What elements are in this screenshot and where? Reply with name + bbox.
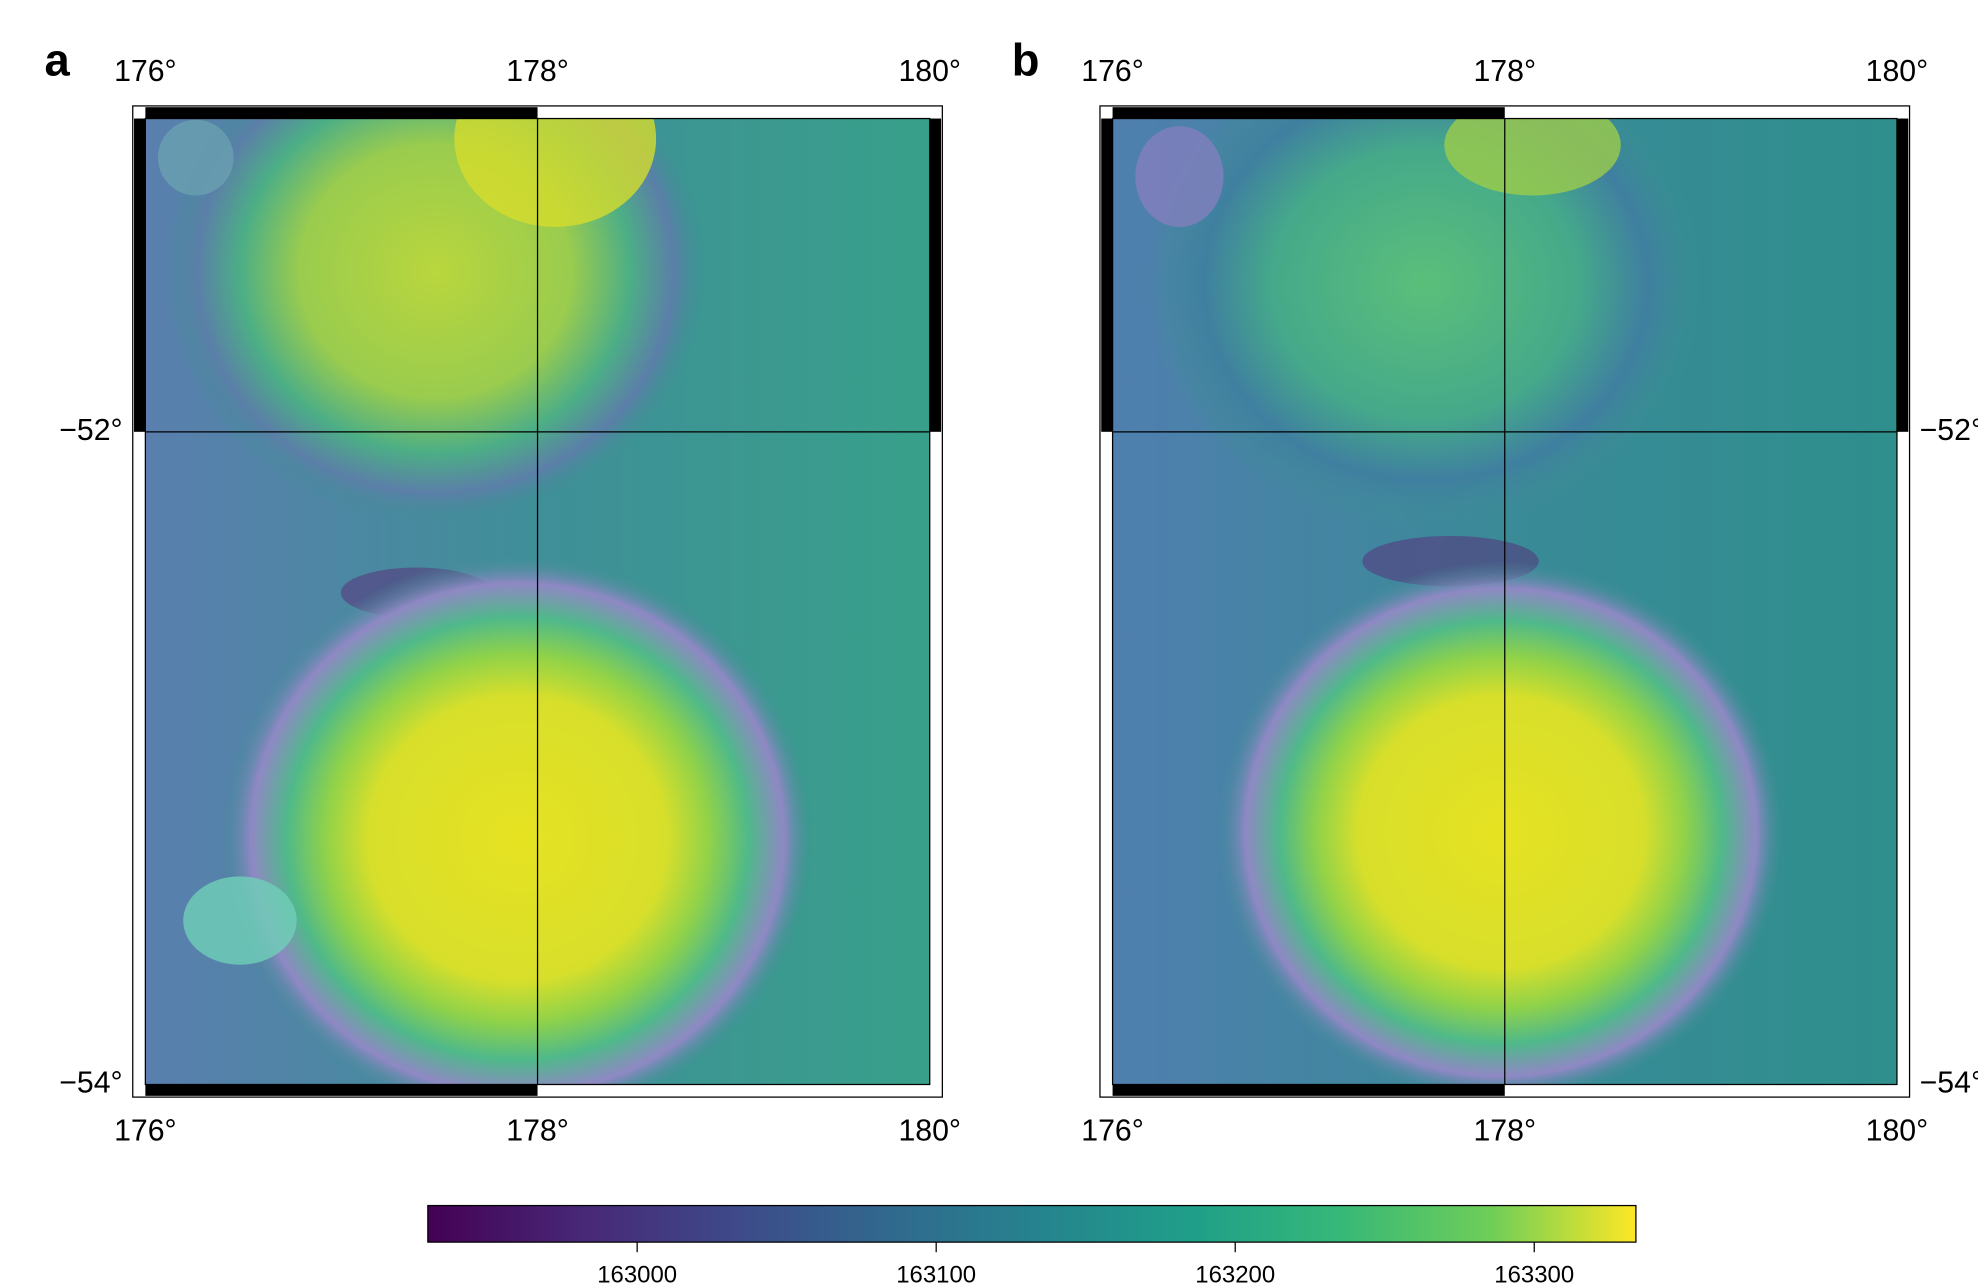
x-tick-label: 180° (898, 1114, 961, 1147)
frame-bar (134, 118, 146, 432)
colorbar-tick-label: 163300 (1494, 1262, 1574, 1285)
x-tick-label: 176° (114, 55, 177, 88)
colorbar (427, 1204, 1637, 1243)
colorbar-ticks: 163000 163100 163200 163300 (597, 1242, 1574, 1285)
x-tick-label: 178° (1473, 55, 1536, 88)
frame-bar (1112, 1084, 1505, 1096)
x-tick-label: 178° (506, 55, 569, 88)
frame-bar (929, 118, 942, 432)
panels: a 176° 176° 178° 178° 180° 180° −52° −54° b 176° 17… (44, 35, 1978, 1148)
panel-label: a (44, 35, 70, 86)
frame-bar (145, 1084, 538, 1096)
map-panel: b 176° 176° 178° 178° 180° 180° −52° −54° (1012, 35, 1978, 1148)
colorbar-tick-label: 163100 (896, 1262, 976, 1285)
y-tick-label: −52° (1920, 414, 1978, 447)
x-tick-label: 176° (1081, 55, 1144, 88)
colorbar-tick-label: 163000 (597, 1262, 677, 1285)
frame-bar (1101, 118, 1113, 432)
x-tick-label: 176° (114, 1114, 177, 1147)
frame-outer (1099, 105, 1911, 1098)
y-tick-label: −54° (59, 1066, 122, 1099)
frame-bar (1112, 107, 1505, 119)
x-tick-label: 180° (898, 55, 961, 88)
frame-outer (132, 105, 943, 1098)
x-tick-label: 178° (1473, 1114, 1536, 1147)
x-tick-label: 176° (1081, 1114, 1144, 1147)
x-tick-label: 178° (506, 1114, 569, 1147)
y-tick-label: −52° (59, 414, 122, 447)
colorbar-tick-label: 163200 (1195, 1262, 1275, 1285)
y-tick-label: −54° (1920, 1066, 1978, 1099)
x-tick-label: 180° (1866, 55, 1929, 88)
panel-label: b (1012, 35, 1040, 86)
frame-bar (1896, 118, 1909, 432)
map-panel: a 176° 176° 178° 178° 180° 180° −52° −54° (44, 35, 961, 1148)
x-tick-label: 180° (1866, 1114, 1929, 1147)
frame-bar (145, 107, 538, 119)
